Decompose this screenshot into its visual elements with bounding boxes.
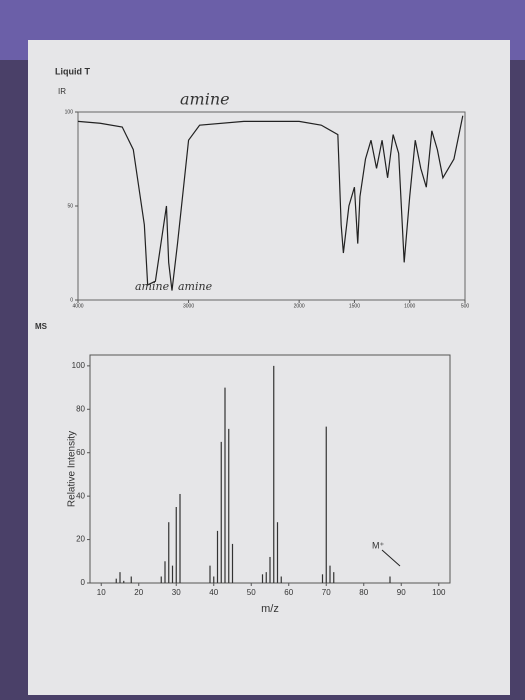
y-tick-label: 0 bbox=[81, 578, 86, 587]
doc-title: Liquid T bbox=[55, 66, 90, 76]
y-tick-label: 60 bbox=[76, 448, 85, 457]
x-tick-label: 1000 bbox=[404, 303, 415, 309]
spectrum-line bbox=[77, 115, 464, 291]
y-tick-label: 100 bbox=[65, 109, 74, 115]
x-tick-label: 90 bbox=[397, 588, 406, 597]
arrow bbox=[381, 549, 401, 567]
x-tick-label: 4000 bbox=[72, 303, 83, 309]
x-tick-label: 20 bbox=[134, 588, 143, 597]
x-tick-label: 3000 bbox=[183, 303, 194, 309]
y-tick-label: 0 bbox=[70, 297, 73, 303]
y-tick-label: 20 bbox=[76, 535, 85, 544]
x-axis-label: m/z bbox=[261, 603, 279, 615]
x-tick-label: 30 bbox=[172, 588, 181, 597]
x-tick-label: 1500 bbox=[349, 303, 360, 309]
x-tick-label: 50 bbox=[247, 588, 256, 597]
y-axis-label: Relative Intensity bbox=[67, 431, 78, 507]
x-tick-label: 100 bbox=[432, 588, 446, 597]
section-label: MS bbox=[35, 322, 48, 331]
y-tick-label: 100 bbox=[72, 361, 86, 370]
annotation: M⁺ bbox=[372, 540, 384, 550]
y-tick-label: 40 bbox=[76, 491, 85, 500]
annotation: amine bbox=[135, 280, 170, 293]
x-tick-label: 10 bbox=[97, 588, 106, 597]
x-tick-label: 70 bbox=[322, 588, 331, 597]
annotation: amine bbox=[178, 280, 213, 293]
x-tick-label: 60 bbox=[284, 588, 293, 597]
x-tick-label: 2000 bbox=[294, 303, 305, 309]
y-tick-label: 50 bbox=[67, 203, 73, 209]
y-tick-label: 80 bbox=[76, 404, 85, 413]
x-tick-label: 500 bbox=[461, 303, 470, 309]
x-tick-label: 40 bbox=[209, 588, 218, 597]
section-label: IR bbox=[58, 87, 66, 96]
x-tick-label: 80 bbox=[359, 588, 368, 597]
annotation: amine bbox=[180, 90, 230, 109]
